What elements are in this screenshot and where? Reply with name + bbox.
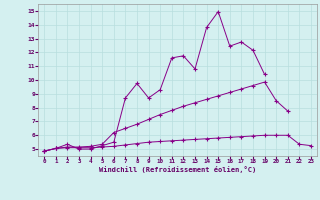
- X-axis label: Windchill (Refroidissement éolien,°C): Windchill (Refroidissement éolien,°C): [99, 166, 256, 173]
